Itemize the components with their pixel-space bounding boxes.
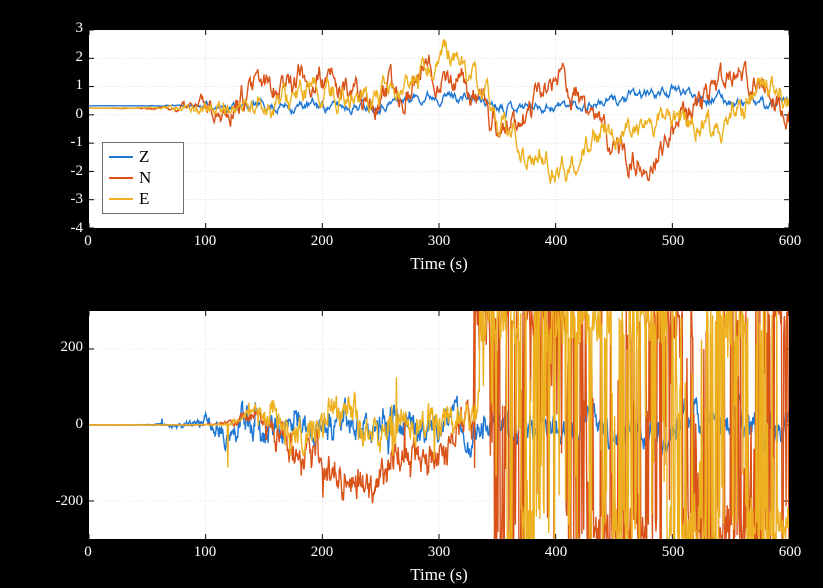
legend: Z N E — [102, 142, 184, 214]
ytick: -3 — [33, 191, 83, 208]
xtick: 100 — [180, 544, 230, 561]
xtick: 100 — [180, 233, 230, 250]
xlabel-bottom: Time (s) — [88, 565, 790, 585]
legend-row-z: Z — [109, 147, 177, 167]
legend-swatch-n — [109, 177, 133, 179]
ytick: 3 — [33, 20, 83, 37]
ytick: 0 — [33, 106, 83, 123]
xtick: 0 — [63, 544, 113, 561]
xtick: 500 — [648, 544, 698, 561]
legend-swatch-e — [109, 198, 133, 200]
ytick: -2 — [33, 163, 83, 180]
legend-label-n: N — [139, 168, 151, 188]
legend-row-n: N — [109, 168, 177, 188]
xtick: 300 — [414, 233, 464, 250]
top-panel: Z N E — [88, 29, 790, 229]
xtick: 600 — [765, 233, 815, 250]
ytick: 2 — [33, 49, 83, 66]
top-plot-svg — [89, 30, 789, 228]
bottom-panel — [88, 310, 790, 540]
legend-label-e: E — [139, 189, 149, 209]
legend-row-e: E — [109, 189, 177, 209]
ytick: 1 — [33, 77, 83, 94]
xtick: 400 — [531, 233, 581, 250]
xtick: 600 — [765, 544, 815, 561]
xtick: 400 — [531, 544, 581, 561]
bottom-plot-svg — [89, 311, 789, 539]
ytick: -200 — [33, 493, 83, 510]
ytick: 200 — [33, 339, 83, 356]
xtick: 500 — [648, 233, 698, 250]
xlabel-top: Time (s) — [88, 254, 790, 274]
ytick: 0 — [33, 416, 83, 433]
xtick: 0 — [63, 233, 113, 250]
legend-swatch-z — [109, 156, 133, 158]
xtick: 200 — [297, 544, 347, 561]
ytick: -1 — [33, 134, 83, 151]
legend-label-z: Z — [139, 147, 149, 167]
xtick: 200 — [297, 233, 347, 250]
xtick: 300 — [414, 544, 464, 561]
